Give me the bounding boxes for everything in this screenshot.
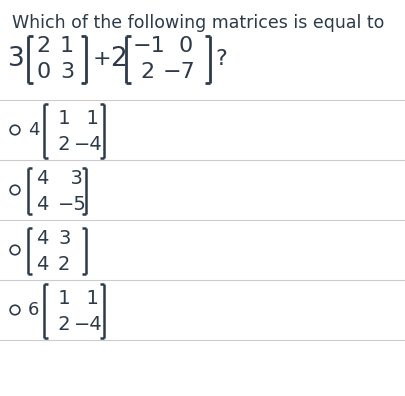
Text: +: + — [93, 49, 112, 69]
Text: Which of the following matrices is equal to: Which of the following matrices is equal… — [12, 14, 384, 32]
Text: 4: 4 — [36, 169, 48, 187]
Text: 6: 6 — [28, 301, 39, 319]
Text: 1: 1 — [74, 289, 99, 308]
Text: 1: 1 — [52, 109, 70, 128]
Text: 4: 4 — [36, 194, 48, 213]
Text: −4: −4 — [74, 135, 103, 154]
Text: −4: −4 — [74, 314, 103, 333]
Text: 1: 1 — [74, 109, 99, 128]
Text: ?: ? — [215, 49, 227, 69]
Text: 2: 2 — [58, 255, 70, 274]
Text: 2: 2 — [52, 314, 70, 333]
Text: 4: 4 — [36, 228, 48, 248]
Text: 2: 2 — [140, 62, 154, 82]
Text: 0: 0 — [36, 62, 50, 82]
Text: −5: −5 — [58, 194, 87, 213]
Text: 1: 1 — [60, 36, 74, 56]
Text: 3: 3 — [58, 228, 70, 248]
Text: −1: −1 — [133, 36, 166, 56]
Text: 0: 0 — [178, 36, 192, 56]
Text: −7: −7 — [163, 62, 196, 82]
Text: 4: 4 — [28, 121, 40, 139]
Text: 3: 3 — [58, 169, 83, 187]
Text: 4: 4 — [36, 255, 48, 274]
Text: 1: 1 — [52, 289, 70, 308]
Text: 3: 3 — [8, 46, 25, 72]
Text: 2: 2 — [52, 135, 70, 154]
Text: 2: 2 — [110, 46, 127, 72]
Text: 3: 3 — [60, 62, 74, 82]
Text: 2: 2 — [36, 36, 50, 56]
